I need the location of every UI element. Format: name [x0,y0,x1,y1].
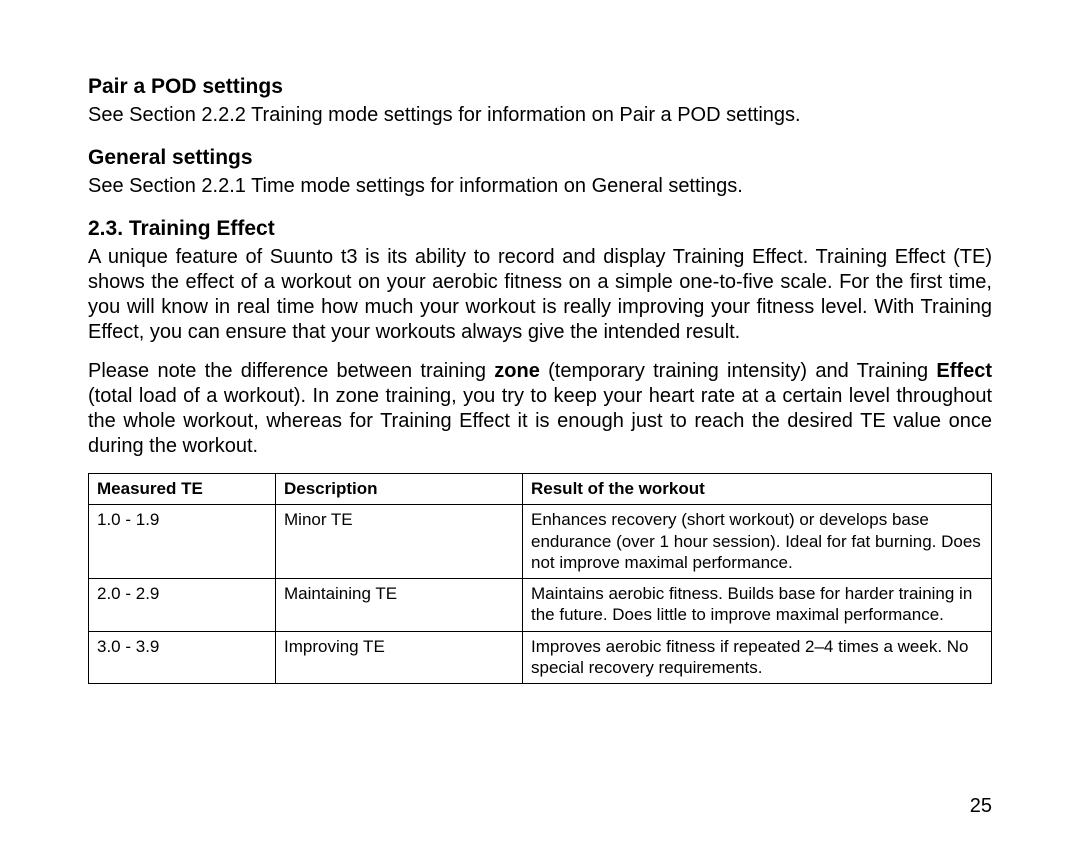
th-description: Description [276,474,523,505]
te2-pre: Please note the difference between train… [88,360,494,382]
cell-te: 3.0 - 3.9 [89,631,276,684]
page-number: 25 [970,795,992,818]
table-row: 1.0 - 1.9 Minor TE Enhances recovery (sh… [89,505,992,579]
cell-desc: Improving TE [276,631,523,684]
heading-pod-settings: Pair a POD settings [88,75,992,99]
table-row: 3.0 - 3.9 Improving TE Improves aerobic … [89,631,992,684]
cell-desc: Maintaining TE [276,579,523,632]
te2-mid: (temporary training intensity) and Train… [540,360,937,382]
cell-result: Enhances recovery (short workout) or dev… [523,505,992,579]
cell-te: 2.0 - 2.9 [89,579,276,632]
te2-post: (total load of a workout). In zone train… [88,385,992,457]
table-header-row: Measured TE Description Result of the wo… [89,474,992,505]
page-content: Pair a POD settings See Section 2.2.2 Tr… [0,0,1080,684]
para-training-effect-2: Please note the difference between train… [88,359,992,459]
training-effect-table: Measured TE Description Result of the wo… [88,473,992,684]
heading-training-effect: 2.3. Training Effect [88,217,992,241]
th-result: Result of the workout [523,474,992,505]
te2-effect: Effect [936,360,992,382]
cell-te: 1.0 - 1.9 [89,505,276,579]
te2-zone: zone [494,360,540,382]
para-general-settings: See Section 2.2.1 Time mode settings for… [88,174,992,199]
table-row: 2.0 - 2.9 Maintaining TE Maintains aerob… [89,579,992,632]
cell-result: Maintains aerobic fitness. Builds base f… [523,579,992,632]
heading-general-settings: General settings [88,146,992,170]
cell-desc: Minor TE [276,505,523,579]
th-measured-te: Measured TE [89,474,276,505]
cell-result: Improves aerobic fitness if repeated 2–4… [523,631,992,684]
para-training-effect-1: A unique feature of Suunto t3 is its abi… [88,245,992,345]
para-pod-settings: See Section 2.2.2 Training mode settings… [88,103,992,128]
